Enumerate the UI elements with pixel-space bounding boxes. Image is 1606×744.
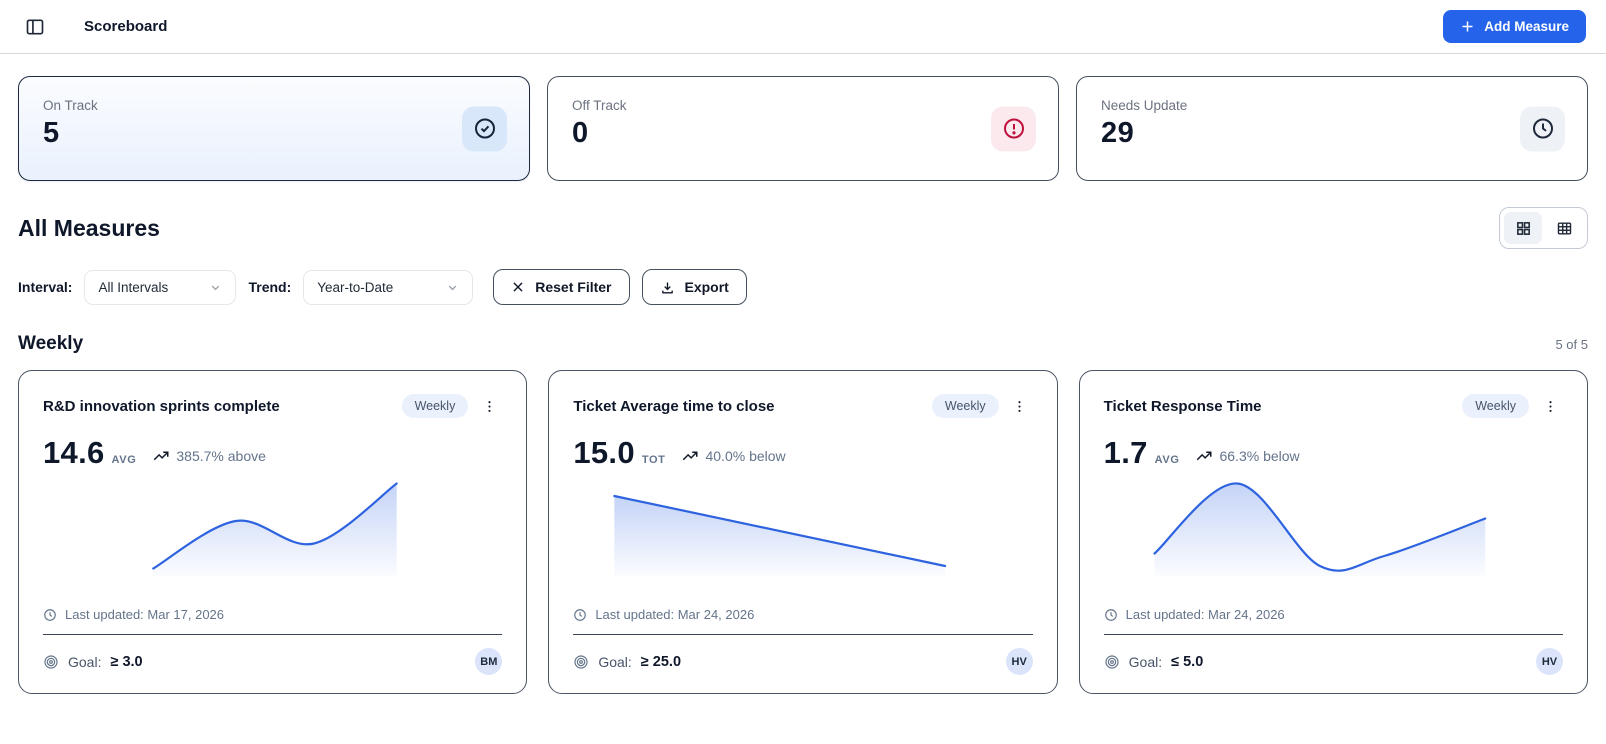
divider [1103, 634, 1563, 635]
trending-up-icon [154, 451, 169, 461]
stat-value: 29 [1101, 117, 1135, 149]
grid-icon [1516, 221, 1530, 235]
measure-value: 15.0 [573, 435, 635, 470]
table-icon [1557, 221, 1571, 235]
filter-bar: Interval: All Intervals Trend: Year-to-D… [18, 269, 1588, 305]
download-icon [661, 282, 673, 293]
card-menu-button[interactable] [1537, 393, 1563, 419]
status-summary-row: On Track 5 Off Track 0 Needs Update 29 [18, 76, 1588, 181]
trend-text: 385.7% above [176, 448, 266, 464]
interval-select-value: All Intervals [98, 279, 169, 295]
target-icon [44, 654, 58, 669]
chevron-down-icon [212, 285, 220, 290]
clock-icon [44, 608, 56, 621]
measure-card[interactable]: Ticket Average time to close Weekly 15.0… [548, 370, 1058, 694]
stat-label: Needs Update [1101, 98, 1188, 113]
interval-badge: Weekly [401, 394, 469, 418]
measure-unit: TOT [641, 454, 666, 466]
reset-filter-label: Reset Filter [535, 279, 612, 295]
trend-text: 66.3% below [1219, 448, 1300, 464]
target-icon [574, 654, 588, 669]
measure-card[interactable]: R&D innovation sprints complete Weekly 1… [18, 370, 528, 694]
export-button[interactable]: Export [641, 269, 747, 305]
chevron-down-icon [449, 285, 457, 290]
goal-label: Goal: [68, 653, 102, 670]
clock-icon [1520, 106, 1565, 151]
stat-value: 5 [43, 117, 60, 149]
stat-value: 0 [572, 117, 589, 149]
kebab-icon [488, 400, 491, 412]
plus-icon [1462, 21, 1473, 32]
trend-select[interactable]: Year-to-Date [303, 269, 474, 305]
kebab-icon [1548, 400, 1552, 412]
kebab-icon [1018, 400, 1021, 412]
check-circle-icon [462, 106, 507, 151]
goal-label: Goal: [1128, 653, 1163, 670]
trend-text: 40.0% below [705, 448, 786, 464]
measure-unit: AVG [111, 454, 137, 466]
last-updated-text: Last updated: Mar 24, 2026 [595, 607, 755, 622]
all-measures-header: All Measures [18, 207, 1588, 249]
goal-label: Goal: [598, 653, 632, 670]
interval-filter-label: Interval: [18, 279, 73, 295]
card-menu-button[interactable] [1007, 393, 1033, 419]
group-count: 5 of 5 [1555, 337, 1588, 352]
section-title: All Measures [18, 214, 160, 241]
owner-avatar[interactable]: BM [475, 648, 503, 675]
sparkline-chart [1104, 476, 1563, 576]
reset-filter-button[interactable]: Reset Filter [493, 269, 630, 305]
last-updated-text: Last updated: Mar 24, 2026 [1125, 607, 1285, 622]
stat-card-on-track[interactable]: On Track 5 [18, 76, 530, 181]
alert-circle-icon [991, 106, 1036, 151]
last-updated-text: Last updated: Mar 17, 2026 [65, 607, 225, 622]
goal-value: ≤ 5.0 [1171, 653, 1204, 670]
table-view-button[interactable] [1545, 212, 1583, 244]
measure-card[interactable]: Ticket Response Time Weekly 1.7 AVG 66.3… [1078, 370, 1588, 694]
weekly-group-header: Weekly 5 of 5 [18, 333, 1588, 355]
group-title: Weekly [18, 333, 84, 354]
header: Scoreboard Add Measure [0, 0, 1606, 54]
panel-left-icon [26, 19, 44, 34]
interval-badge: Weekly [1462, 394, 1529, 418]
stat-label: Off Track [572, 98, 627, 113]
sparkline-chart [43, 476, 502, 576]
trend-select-value: Year-to-Date [317, 279, 394, 295]
measure-card-grid: R&D innovation sprints complete Weekly 1… [18, 370, 1588, 694]
x-icon [513, 282, 523, 292]
stat-card-needs-update[interactable]: Needs Update 29 [1076, 76, 1588, 181]
measure-title: R&D innovation sprints complete [43, 397, 280, 415]
sidebar-toggle-button[interactable] [20, 12, 50, 42]
divider [573, 634, 1033, 635]
card-menu-button[interactable] [476, 393, 502, 419]
goal-value: ≥ 25.0 [640, 653, 682, 670]
sparkline-chart [573, 476, 1032, 576]
target-icon [1105, 654, 1119, 669]
measure-unit: AVG [1154, 454, 1180, 466]
grid-view-button[interactable] [1504, 212, 1542, 244]
clock-icon [1104, 608, 1117, 621]
owner-avatar[interactable]: HV [1536, 648, 1563, 675]
add-measure-label: Add Measure [1484, 19, 1569, 34]
view-toggle [1499, 207, 1588, 249]
interval-select[interactable]: All Intervals [84, 269, 237, 305]
owner-avatar[interactable]: HV [1005, 648, 1033, 675]
stat-label: On Track [43, 98, 98, 113]
measure-value: 1.7 [1103, 435, 1148, 470]
measure-value: 14.6 [43, 435, 105, 470]
goal-value: ≥ 3.0 [110, 653, 143, 670]
trending-up-icon [1197, 451, 1212, 461]
add-measure-button[interactable]: Add Measure [1443, 10, 1586, 43]
stat-card-off-track[interactable]: Off Track 0 [547, 76, 1059, 181]
trending-up-icon [683, 451, 698, 461]
page-title: Scoreboard [84, 18, 168, 35]
export-label: Export [684, 279, 729, 295]
measure-title: Ticket Response Time [1103, 397, 1262, 415]
measure-title: Ticket Average time to close [573, 397, 775, 415]
trend-filter-label: Trend: [248, 279, 292, 295]
clock-icon [574, 608, 587, 621]
interval-badge: Weekly [931, 394, 999, 418]
divider [43, 634, 503, 635]
